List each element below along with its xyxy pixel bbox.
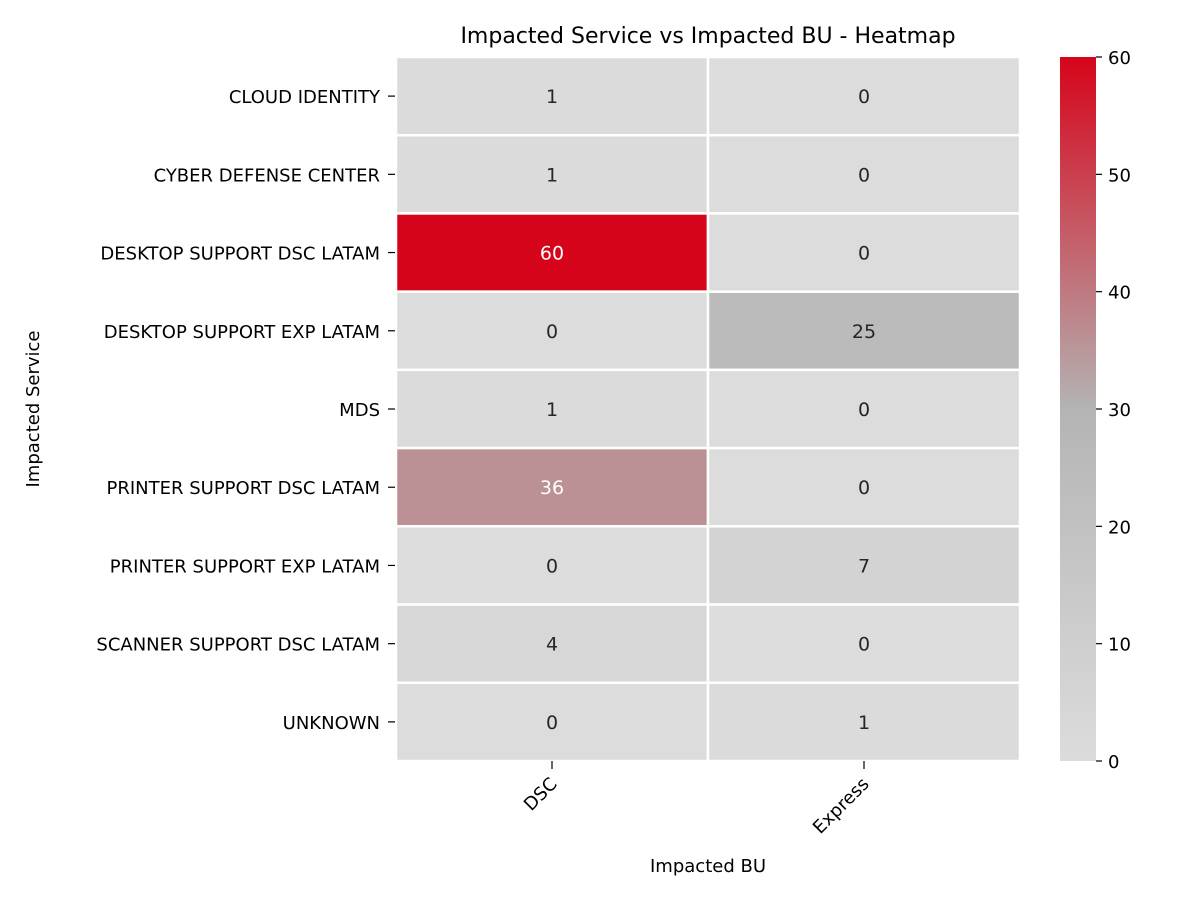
y-tick-label: UNKNOWN <box>283 713 380 734</box>
y-tick-label: CYBER DEFENSE CENTER <box>154 165 380 186</box>
x-tick-labels: DSC Express <box>520 761 874 838</box>
colorbar-tick-label: 0 <box>1108 752 1119 773</box>
cell-value-label: 1 <box>546 399 558 421</box>
cell-value-label: 0 <box>858 399 870 421</box>
cell-value-label: 0 <box>546 712 558 734</box>
y-tick-label: DESKTOP SUPPORT EXP LATAM <box>104 322 380 343</box>
cell-value-label: 0 <box>858 634 870 656</box>
x-tick-label: Express <box>809 774 874 839</box>
y-tick-label: PRINTER SUPPORT DSC LATAM <box>107 478 381 499</box>
cell-value-label: 1 <box>546 164 558 186</box>
colorbar-tick-label: 20 <box>1108 517 1131 538</box>
heatmap-cell <box>706 603 1022 685</box>
heatmap-cell <box>706 525 1022 606</box>
cell-value-label: 4 <box>546 634 558 656</box>
heatmap-cell <box>706 290 1022 372</box>
y-tick-labels: CLOUD IDENTITY CYBER DEFENSE CENTER DESKTO… <box>96 87 395 734</box>
cell-value-label: 7 <box>858 555 870 577</box>
cell-value-label: 0 <box>858 243 870 265</box>
colorbar-tick-label: 50 <box>1108 165 1131 186</box>
y-tick-label: SCANNER SUPPORT DSC LATAM <box>96 635 380 656</box>
cell-value-label: 1 <box>546 86 558 108</box>
cell-value-label: 0 <box>858 164 870 186</box>
colorbar-ticks: 0 10 20 30 40 50 60 <box>1096 48 1131 773</box>
x-axis-label: Impacted BU <box>650 856 766 877</box>
y-axis-label: Impacted Service <box>23 331 44 488</box>
cell-value-label: 36 <box>540 477 564 499</box>
heatmap-cell <box>706 368 1022 450</box>
cell-value-label: 0 <box>858 477 870 499</box>
y-tick-label: MDS <box>339 400 380 421</box>
heatmap-cells: 1 0 1 0 60 0 0 25 1 0 36 0 0 7 4 0 0 1 <box>394 55 1022 763</box>
cell-value-label: 1 <box>858 712 870 734</box>
heatmap-cell <box>394 681 710 763</box>
cell-value-label: 0 <box>858 86 870 108</box>
y-tick-label: PRINTER SUPPORT EXP LATAM <box>110 556 380 577</box>
colorbar-tick-label: 60 <box>1108 48 1131 69</box>
heatmap-cell <box>706 133 1022 215</box>
heatmap-cell <box>394 55 710 137</box>
heatmap-cell <box>706 212 1022 293</box>
colorbar-tick-label: 10 <box>1108 635 1131 656</box>
cell-value-label: 0 <box>546 321 558 343</box>
colorbar-tick-label: 40 <box>1108 283 1131 304</box>
cell-value-label: 0 <box>546 555 558 577</box>
heatmap-cell <box>706 446 1022 528</box>
y-tick-label: CLOUD IDENTITY <box>229 87 381 108</box>
colorbar-tick-label: 30 <box>1108 400 1131 421</box>
colorbar <box>1060 57 1096 761</box>
y-tick-label: DESKTOP SUPPORT DSC LATAM <box>100 244 380 265</box>
heatmap-cell <box>706 55 1022 137</box>
chart-title: Impacted Service vs Impacted BU - Heatma… <box>460 24 955 49</box>
x-tick-label: DSC <box>520 774 562 816</box>
heatmap-cell <box>394 133 710 215</box>
heatmap-cell <box>706 681 1022 763</box>
cell-value-label: 60 <box>540 243 564 265</box>
cell-value-label: 25 <box>852 321 876 343</box>
